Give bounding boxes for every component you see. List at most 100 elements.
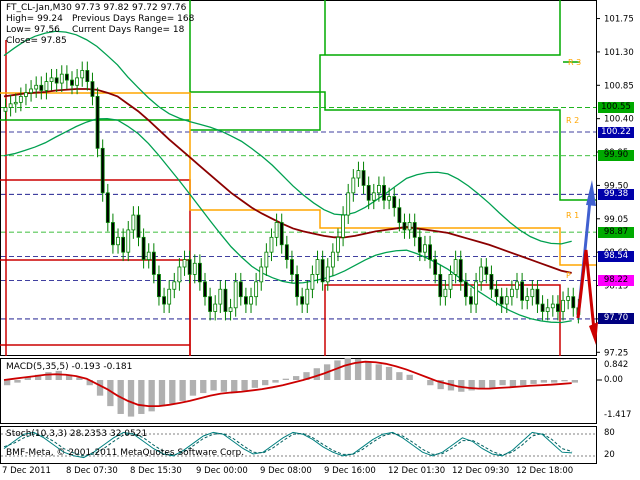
candle-body xyxy=(95,96,100,149)
macd-panel[interactable]: MACD(5,35,5) -0.193 -0.181 0.842 0.00 -1… xyxy=(0,358,640,424)
macd-bar xyxy=(251,380,259,388)
candle-body xyxy=(330,251,335,268)
macd-bar xyxy=(241,380,248,391)
candle-body xyxy=(111,222,115,246)
symbol-line: FT_CL-Jan,M30 97.73 97.82 97.72 97.76 xyxy=(6,3,187,13)
macd-bar xyxy=(127,380,135,417)
macd-bar xyxy=(34,374,42,380)
candle-body xyxy=(70,79,74,86)
price-panel[interactable]: R 3R 2R 1P 101.75101.30100.85100.4099.95… xyxy=(0,0,640,356)
macd-bar xyxy=(107,380,114,407)
candle-body xyxy=(325,266,330,283)
pivot-level-label: R 1 xyxy=(566,211,579,220)
macd-axis-bottom: -1.417 xyxy=(604,410,632,420)
macd-bar xyxy=(210,380,217,391)
macd-bar xyxy=(478,380,486,390)
macd-bar xyxy=(189,380,197,396)
macd-bar xyxy=(24,377,31,380)
macd-bar xyxy=(540,380,548,383)
stoch-axis-80: 80 xyxy=(604,428,615,438)
pivot-level-line xyxy=(0,259,191,356)
forecast-down-arrow xyxy=(576,249,596,331)
candle-body xyxy=(197,262,202,283)
macd-bar xyxy=(4,380,11,386)
candle-body xyxy=(571,296,576,309)
stoch-panel[interactable]: Stoch(10,3,3) 28.2353 32.0521 BMF-Meta, … xyxy=(0,426,640,464)
macd-bar xyxy=(375,364,382,380)
candle-body xyxy=(310,274,315,290)
candle-body xyxy=(351,177,356,194)
time-tick-label: 12 Dec 18:00 xyxy=(516,466,574,476)
candle-body xyxy=(284,244,289,260)
candle-body xyxy=(489,274,494,290)
candle-body xyxy=(228,307,233,312)
macd-bar xyxy=(14,380,21,383)
candle-body xyxy=(233,281,238,309)
candle-body xyxy=(484,266,489,275)
price-tag: 98.87 xyxy=(598,226,634,238)
candle-body xyxy=(187,259,192,275)
candle-body xyxy=(387,196,392,201)
price-tag: 98.22 xyxy=(598,274,634,286)
candle-body xyxy=(356,170,361,179)
price-tick-label: 99.50 xyxy=(604,181,628,191)
candle-body xyxy=(85,70,90,82)
candle-body xyxy=(162,296,166,305)
macd-bar xyxy=(55,370,62,380)
candle-body xyxy=(13,101,18,105)
stoch-chart[interactable] xyxy=(0,426,640,464)
candle-body xyxy=(530,288,535,298)
macd-bar xyxy=(45,372,52,380)
macd-bar xyxy=(313,368,320,380)
candle-body xyxy=(80,70,85,79)
candle-body xyxy=(458,259,463,283)
macd-bar xyxy=(96,380,104,396)
price-chart[interactable]: R 3R 2R 1P 101.75101.30100.85100.4099.95… xyxy=(0,0,640,356)
macd-label: MACD(5,35,5) -0.193 -0.181 xyxy=(6,362,133,372)
watermark: BMF-Meta, © 2001-2011 MetaQuotes Softwar… xyxy=(6,448,245,458)
bollinger-upper xyxy=(3,30,572,245)
macd-chart[interactable] xyxy=(0,358,640,424)
macd-bar xyxy=(231,380,238,394)
candle-body xyxy=(39,84,44,91)
low-label: Low= 97.56 xyxy=(6,25,60,35)
candle-body xyxy=(509,288,514,298)
candle-body xyxy=(443,288,448,298)
macd-bar xyxy=(220,380,228,392)
candle-body xyxy=(34,84,39,90)
macd-bar xyxy=(551,380,558,383)
candle-body xyxy=(177,266,182,283)
macd-bar xyxy=(138,380,145,414)
macd-bar xyxy=(282,378,289,380)
candle-body xyxy=(116,236,120,246)
candle-body xyxy=(49,77,54,82)
candle-body xyxy=(382,185,386,201)
macd-bar xyxy=(76,377,83,380)
macd-bar xyxy=(158,380,166,407)
stoch-label: Stoch(10,3,3) 28.2353 32.0521 xyxy=(6,429,148,439)
candle-body xyxy=(515,281,519,290)
candle-body xyxy=(499,296,504,305)
candle-body xyxy=(29,88,33,94)
candle-body xyxy=(371,192,376,201)
time-tick-label: 12 Dec 09:30 xyxy=(452,466,510,476)
candle-body xyxy=(269,236,274,253)
macd-bar xyxy=(354,359,362,380)
price-tick-label: 100.85 xyxy=(604,81,634,91)
candle-body xyxy=(402,222,407,231)
macd-bar xyxy=(427,380,434,386)
prev-range-label: Previous Days Range= 168 xyxy=(72,14,195,24)
pivot-level-line xyxy=(190,91,596,201)
time-axis: 7 Dec 2011 8 Dec 07:30 8 Dec 15:30 9 Dec 00… xyxy=(0,464,640,480)
candle-body xyxy=(182,259,187,268)
candle-body xyxy=(100,147,105,194)
candle-body xyxy=(249,296,253,305)
time-tick-label: 12 Dec 01:30 xyxy=(388,466,446,476)
candle-body xyxy=(407,222,412,231)
macd-bar xyxy=(499,380,506,386)
candle-body xyxy=(131,214,136,231)
candle-body xyxy=(126,229,131,253)
candle-body xyxy=(392,196,397,209)
pivot-level-line xyxy=(0,179,191,356)
